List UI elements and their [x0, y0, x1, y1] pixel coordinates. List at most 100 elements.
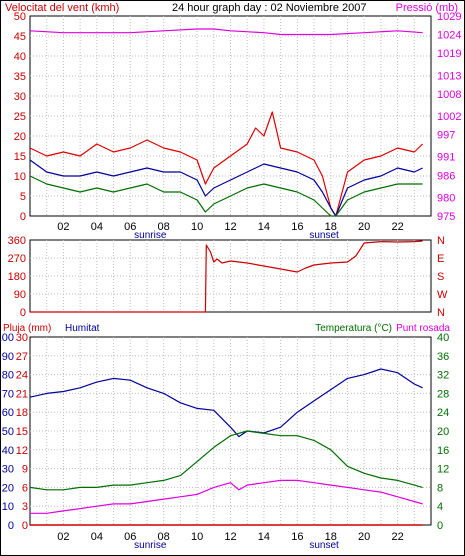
humidity-tick-label: 20: [2, 482, 14, 494]
hour-tick-label: 14: [258, 221, 270, 233]
temperature-tick-label: 12: [437, 464, 449, 476]
sunrise-label: sunrise: [134, 230, 167, 241]
pressure-label: Pressió (mb): [396, 2, 458, 14]
pressure-tick-label: 975: [437, 211, 455, 223]
direction-tick-label: 0: [20, 307, 26, 319]
humidity-tick-label: 10: [2, 501, 14, 513]
hour-tick-label: 16: [291, 531, 303, 543]
direction-tick-label: 270: [8, 253, 26, 265]
hour-tick-label: 12: [224, 531, 236, 543]
hour-tick-label: 10: [191, 531, 203, 543]
sunrise-label: sunrise: [134, 540, 167, 551]
humidity-tick-label: 80: [2, 370, 14, 382]
direction-tick-label: 360: [8, 235, 26, 247]
hour-tick-label: 08: [158, 221, 170, 233]
pressure-tick-label: 986: [437, 170, 455, 182]
wind-tick-label: 35: [14, 71, 26, 83]
pressure-tick-label: 997: [437, 130, 455, 142]
wind-tick-label: 0: [20, 211, 26, 223]
humidity-tick-label: 60: [2, 407, 14, 419]
compass-tick-label: N: [437, 307, 445, 319]
direction-tick-label: 180: [8, 271, 26, 283]
pressure-tick-label: 1019: [437, 48, 461, 60]
temperature-tick-label: 16: [437, 445, 449, 457]
temperature-tick-label: 8: [437, 482, 443, 494]
hour-tick-label: 16: [291, 221, 303, 233]
wind-speed-label: Velocitat del vent (kmh): [5, 2, 119, 14]
wind-tick-label: 15: [14, 151, 26, 163]
wind-pressure-panel: 0510152025303540455097598098699199710021…: [14, 11, 462, 241]
hour-tick-label: 20: [358, 531, 370, 543]
humidity-temperature-panel: 0102030405060708090100036912151821242730…: [0, 332, 449, 551]
rain-label: Pluja (mm): [3, 323, 51, 334]
hour-tick-label: 04: [91, 531, 103, 543]
compass-tick-label: S: [437, 271, 444, 283]
temperature-tick-label: 0: [437, 520, 443, 532]
rain-tick-label: 27: [16, 351, 28, 363]
rain-tick-label: 15: [16, 426, 28, 438]
hour-tick-label: 18: [325, 531, 337, 543]
hour-tick-label: 14: [258, 531, 270, 543]
hour-tick-label: 12: [224, 221, 236, 233]
temperature-tick-label: 28: [437, 388, 449, 400]
wind-tick-label: 50: [14, 11, 26, 23]
temperature-tick-label: 24: [437, 407, 449, 419]
hour-tick-label: 04: [91, 221, 103, 233]
temperature-label: Temperatura (°C): [315, 323, 392, 334]
humidity-tick-label: 70: [2, 388, 14, 400]
pressure-tick-label: 1024: [437, 30, 461, 42]
rain-tick-label: 24: [16, 370, 28, 382]
hour-tick-label: 20: [358, 221, 370, 233]
humidity-tick-label: 100: [0, 332, 14, 344]
rain-tick-label: 18: [16, 407, 28, 419]
temperature-line: [29, 430, 423, 491]
compass-tick-label: E: [437, 253, 444, 265]
graph-title: 24 hour graph day : 02 Noviembre 2007: [172, 2, 366, 14]
rain-tick-label: 3: [22, 501, 28, 513]
wind-direction-line: [30, 240, 423, 313]
sunset-label: sunset: [309, 230, 339, 241]
wind-tick-label: 10: [14, 171, 26, 183]
compass-tick-label: N: [437, 235, 445, 247]
wind-tick-label: 20: [14, 131, 26, 143]
wind-tick-label: 30: [14, 91, 26, 103]
wind-average-line: [29, 159, 423, 217]
humidity-tick-label: 0: [8, 520, 14, 532]
humidity-label: Humitat: [65, 323, 100, 334]
humidity-tick-label: 50: [2, 426, 14, 438]
wind-tick-label: 45: [14, 31, 26, 43]
humidity-tick-label: 30: [2, 464, 14, 476]
dewpoint-line: [30, 479, 423, 514]
rain-tick-label: 30: [16, 332, 28, 344]
compass-tick-label: W: [437, 289, 448, 301]
hour-tick-label: 02: [57, 221, 69, 233]
rain-tick-label: 9: [22, 464, 28, 476]
temperature-tick-label: 4: [437, 501, 443, 513]
rain-tick-label: 0: [22, 520, 28, 532]
pressure-tick-label: 1002: [437, 111, 461, 123]
hour-tick-label: 22: [391, 531, 403, 543]
wind-tick-label: 25: [14, 111, 26, 123]
direction-tick-label: 90: [14, 289, 26, 301]
pressure-tick-label: 980: [437, 192, 455, 204]
sunset-label: sunset: [309, 540, 339, 551]
hour-tick-label: 06: [124, 221, 136, 233]
pressure-tick-label: 1013: [437, 70, 461, 82]
rain-tick-label: 12: [16, 445, 28, 457]
humidity-tick-label: 90: [2, 351, 14, 363]
wind-min-line: [29, 175, 423, 217]
pressure-line: [29, 28, 423, 36]
hour-tick-label: 18: [325, 221, 337, 233]
dewpoint-label: Punt rosada: [396, 323, 450, 334]
pressure-tick-label: 1008: [437, 89, 461, 101]
pressure-tick-label: 1029: [437, 11, 461, 23]
hour-tick-label: 22: [391, 221, 403, 233]
temperature-tick-label: 36: [437, 351, 449, 363]
temperature-tick-label: 40: [437, 332, 449, 344]
hour-tick-label: 08: [158, 531, 170, 543]
humidity-tick-label: 40: [2, 445, 14, 457]
hour-tick-label: 02: [57, 531, 69, 543]
wind-tick-label: 5: [20, 191, 26, 203]
